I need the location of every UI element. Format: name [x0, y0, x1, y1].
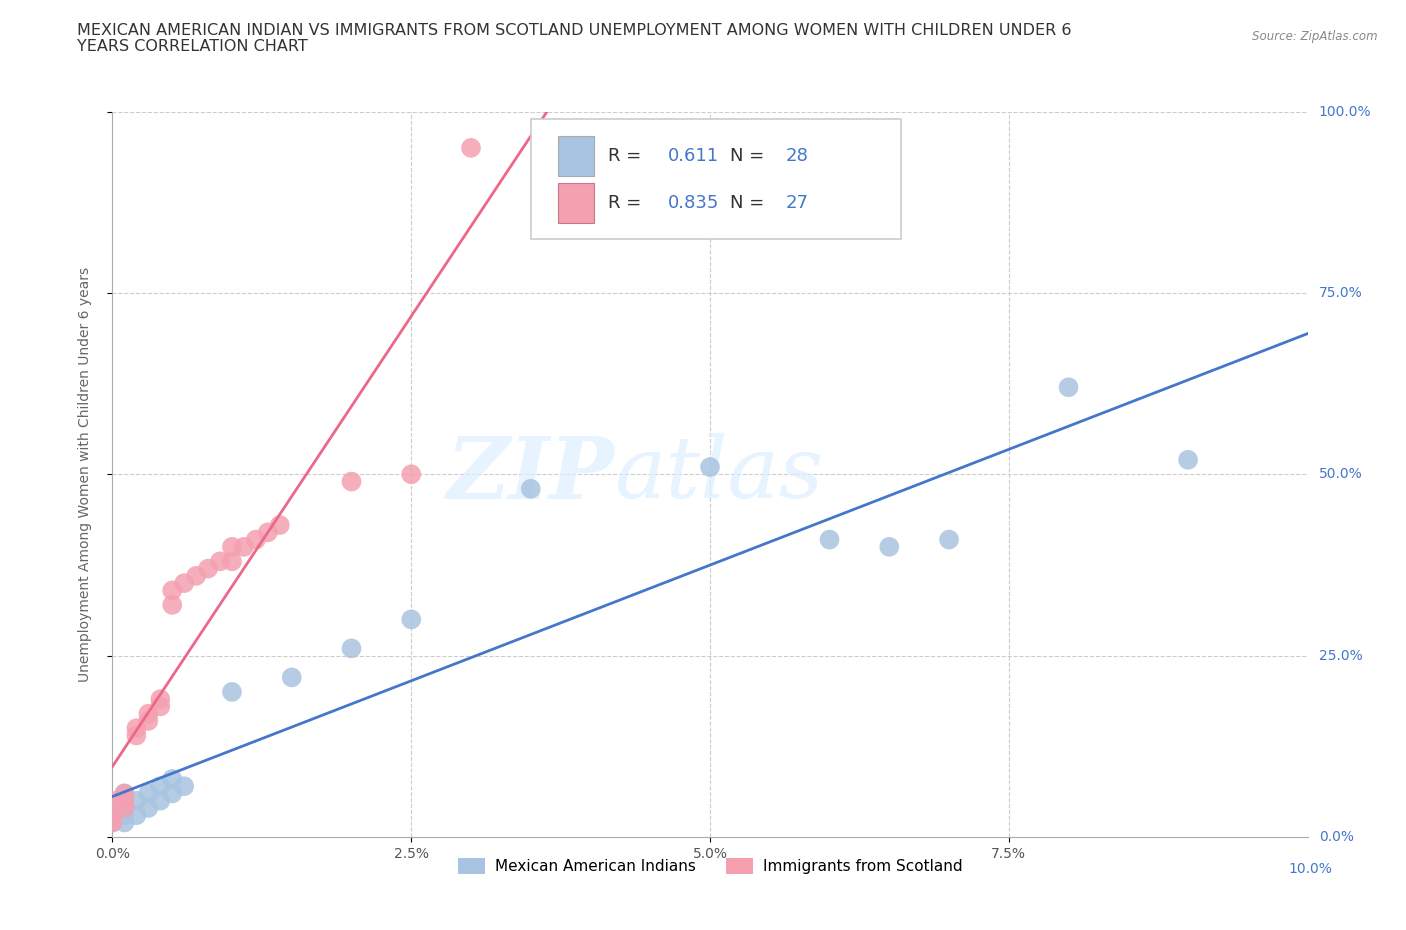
Text: 75.0%: 75.0% [1319, 286, 1362, 300]
Point [114, 801, 135, 816]
Point [125, 793, 148, 808]
FancyBboxPatch shape [558, 137, 595, 176]
Point [162, 583, 183, 598]
Text: 27: 27 [786, 194, 808, 212]
Text: N =: N = [730, 194, 770, 212]
Point [114, 808, 135, 823]
Point [114, 786, 135, 801]
Text: 50.0%: 50.0% [1319, 467, 1362, 482]
Point [114, 815, 135, 830]
Point [138, 713, 160, 728]
Point [221, 684, 243, 699]
Point [138, 706, 160, 721]
Point [818, 532, 841, 547]
Text: 0.835: 0.835 [668, 194, 720, 212]
Text: YEARS CORRELATION CHART: YEARS CORRELATION CHART [77, 39, 308, 54]
Point [149, 793, 172, 808]
Point [401, 612, 423, 627]
Text: 100.0%: 100.0% [1319, 104, 1371, 119]
Point [114, 786, 135, 801]
Point [101, 793, 124, 808]
Point [221, 554, 243, 569]
Point [149, 778, 172, 793]
Point [125, 721, 148, 736]
Text: R =: R = [609, 194, 647, 212]
Text: 0.0%: 0.0% [1319, 830, 1354, 844]
Point [162, 786, 183, 801]
Text: 10.0%: 10.0% [1288, 862, 1333, 876]
Point [460, 140, 482, 155]
Point [162, 772, 183, 787]
Point [162, 597, 183, 612]
Legend: Mexican American Indians, Immigrants from Scotland: Mexican American Indians, Immigrants fro… [451, 852, 969, 880]
Point [173, 576, 195, 591]
Point [114, 793, 135, 808]
Point [101, 808, 124, 823]
Point [269, 518, 291, 533]
Y-axis label: Unemployment Among Women with Children Under 6 years: Unemployment Among Women with Children U… [77, 267, 91, 682]
FancyBboxPatch shape [558, 183, 595, 223]
Point [1177, 452, 1199, 467]
Point [233, 539, 256, 554]
Point [401, 467, 423, 482]
Point [221, 539, 243, 554]
Text: atlas: atlas [614, 433, 824, 515]
Point [125, 808, 148, 823]
FancyBboxPatch shape [531, 119, 901, 239]
Text: ZIP: ZIP [447, 432, 614, 516]
Text: MEXICAN AMERICAN INDIAN VS IMMIGRANTS FROM SCOTLAND UNEMPLOYMENT AMONG WOMEN WIT: MEXICAN AMERICAN INDIAN VS IMMIGRANTS FR… [77, 23, 1071, 38]
Text: 25.0%: 25.0% [1319, 648, 1362, 663]
Point [699, 459, 721, 474]
Point [257, 525, 280, 539]
Point [520, 482, 543, 497]
Point [149, 699, 172, 714]
Point [340, 641, 363, 656]
Text: 28: 28 [786, 147, 808, 166]
Point [173, 778, 195, 793]
Point [186, 568, 208, 583]
Point [340, 474, 363, 489]
Text: Source: ZipAtlas.com: Source: ZipAtlas.com [1253, 30, 1378, 43]
Point [114, 793, 135, 808]
Point [197, 561, 219, 576]
Point [101, 815, 124, 830]
Point [101, 801, 124, 816]
Point [125, 728, 148, 743]
Point [101, 815, 124, 830]
Point [245, 532, 267, 547]
Point [138, 801, 160, 816]
Point [938, 532, 960, 547]
Point [138, 786, 160, 801]
Point [281, 670, 304, 684]
Text: 0.611: 0.611 [668, 147, 720, 166]
Point [1057, 379, 1080, 394]
Point [879, 539, 901, 554]
Text: R =: R = [609, 147, 647, 166]
Point [101, 808, 124, 823]
Point [114, 801, 135, 816]
Point [209, 554, 232, 569]
Point [149, 692, 172, 707]
Text: N =: N = [730, 147, 770, 166]
